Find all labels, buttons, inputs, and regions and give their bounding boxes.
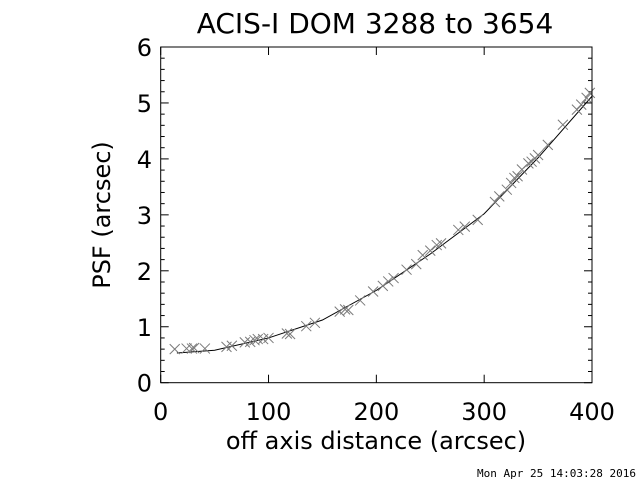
data-point-x-marker [367,286,379,297]
data-point-x-marker [377,280,389,292]
data-point-x-marker [523,158,534,169]
data-point-x-marker [501,184,513,196]
data-point-x-marker [281,328,293,339]
data-point-x-marker [342,304,354,316]
data-point-x-marker [309,317,321,329]
data-point-x-marker [249,334,260,346]
data-point-x-marker [417,249,429,261]
y-tick-label: 6 [137,34,152,62]
chart-title: ACIS-I DOM 3288 to 3654 [197,7,554,40]
data-point-x-marker [424,245,436,257]
data-point-x-marker [581,92,592,104]
x-tick-label: 100 [246,398,292,426]
data-point-x-marker [584,87,596,99]
data-point-x-marker [388,272,399,284]
data-point-x-marker [571,104,583,116]
data-point-x-marker [489,196,501,208]
data-point-x-marker [512,170,523,182]
data-point-x-marker [435,238,447,249]
plot-frame [160,46,593,384]
data-point-x-marker [188,342,200,354]
timestamp: Mon Apr 25 14:03:28 2016 [477,467,636,480]
data-point-x-marker [354,295,366,306]
data-point-x-marker [263,332,274,344]
data-point-x-marker [169,343,181,355]
data-point-x-marker [186,343,198,354]
data-point-x-marker [452,224,464,236]
x-tick-label: 0 [153,398,168,426]
data-point-x-marker [300,320,312,332]
y-tick-label: 4 [137,146,152,174]
y-tick-label: 3 [137,202,152,230]
data-point-x-marker [542,139,554,151]
x-tick-label: 300 [461,398,507,426]
data-point-x-marker [532,149,544,161]
x-axis-label: off axis distance (arcsec) [226,427,526,455]
data-point-x-marker [382,276,394,287]
data-point-x-marker [472,214,484,226]
data-point-x-marker [493,191,505,202]
data-point-x-marker [557,119,569,131]
data-point-x-marker [244,336,256,348]
data-point-x-marker [239,337,251,348]
y-tick-label: 0 [137,370,152,398]
y-tick-label: 2 [137,258,152,286]
y-tick-label: 5 [137,90,152,118]
y-tick-label: 1 [137,314,152,342]
x-tick-label: 400 [569,398,615,426]
data-point-x-marker [339,304,351,315]
data-point-x-marker [334,306,346,317]
data-point-x-marker [401,264,412,276]
data-point-x-marker [575,99,587,110]
data-point-x-marker [284,328,296,340]
data-point-x-marker [410,258,422,270]
fit-line [176,95,593,354]
data-point-x-marker [252,333,264,345]
x-tick-label: 200 [353,398,399,426]
y-axis-label: PSF (arcsec) [88,141,116,289]
data-point-x-marker [459,221,471,232]
data-point-x-marker [199,343,211,354]
data-point-x-marker [509,172,520,184]
data-point-x-marker [226,340,238,352]
